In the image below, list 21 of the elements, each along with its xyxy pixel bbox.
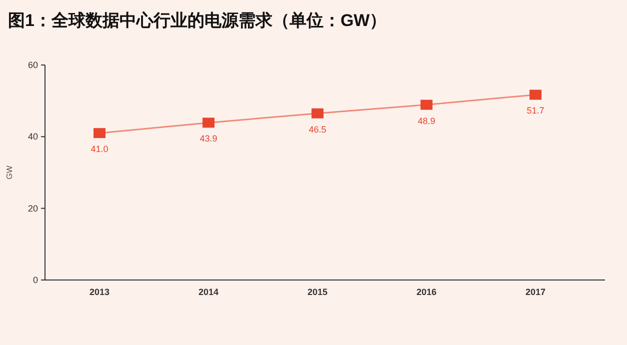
point	[312, 108, 324, 118]
point	[420, 100, 432, 110]
y-tick-label: 0	[32, 275, 38, 285]
point	[94, 128, 106, 138]
x-tick-label: 2015	[307, 287, 328, 297]
point	[202, 118, 214, 128]
y-axis-title: GW	[5, 165, 14, 180]
data-label: 46.5	[308, 124, 326, 134]
y-tick-label: 20	[28, 203, 38, 214]
chart-title: 图1：全球数据中心行业的电源需求（单位：GW）	[8, 11, 387, 30]
x-tick-label: 2013	[89, 287, 110, 297]
x-tick-label: 2014	[198, 287, 219, 297]
y-tick-label: 40	[28, 132, 38, 142]
x-tick-label: 2016	[416, 287, 437, 297]
data-label: 43.9	[200, 134, 218, 144]
x-tick-label: 2017	[525, 287, 546, 297]
y-tick-label: 60	[28, 60, 38, 70]
data-label: 48.9	[418, 116, 436, 126]
data-label: 41.0	[90, 144, 108, 154]
data-label: 51.7	[526, 106, 544, 116]
point	[530, 90, 542, 100]
